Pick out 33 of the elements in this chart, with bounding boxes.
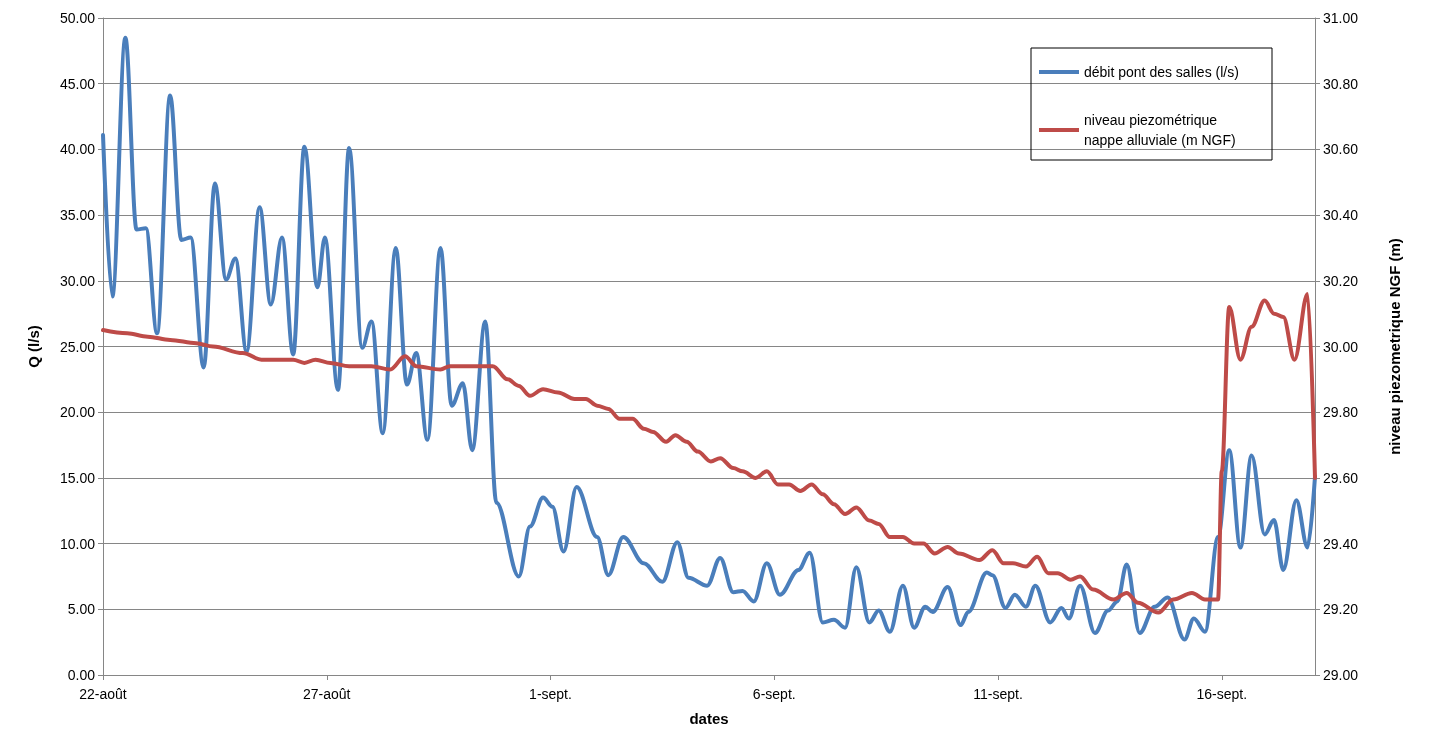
y2-tick-label: 30.80 (1323, 75, 1359, 92)
legend-label: niveau piezométrique nappe alluviale (m NGF) (1084, 112, 1236, 148)
y-axis-title: Q (l/s) (25, 325, 42, 368)
y-tick-label: 50.00 (59, 10, 96, 26)
x-tick-label: 22-août (79, 686, 127, 702)
y-tick-label: 0.00 (67, 667, 96, 683)
y-tick-label: 30.00 (59, 272, 96, 289)
y-tick-label: 35.00 (59, 207, 96, 224)
y2-tick-label: 30.40 (1323, 207, 1359, 224)
y2-tick-label: 31.00 (1323, 10, 1359, 26)
y-tick-label: 10.00 (59, 535, 96, 552)
y2-tick-label: 30.00 (1323, 338, 1359, 355)
legend-label: débit pont des salles (l/s) (1084, 64, 1239, 80)
y-tick-label: 5.00 (67, 601, 96, 618)
x-tick-label: 16-sept. (1196, 686, 1248, 702)
y-tick-label: 20.00 (59, 404, 96, 421)
y-tick-label: 25.00 (59, 338, 96, 355)
x-tick-label: 11-sept. (973, 686, 1023, 702)
x-axis-title: dates (689, 710, 729, 727)
y2-tick-label: 30.60 (1323, 141, 1359, 158)
y2-tick-label: 29.40 (1323, 535, 1359, 552)
y-tick-label: 40.00 (59, 141, 96, 158)
x-tick-label: 6-sept. (752, 686, 796, 702)
y-tick-label: 15.00 (59, 469, 96, 486)
y2-axis-title: niveau piezometrique NGF (m) (1386, 238, 1403, 455)
y2-tick-label: 29.60 (1323, 469, 1359, 486)
y2-tick-label: 29.00 (1323, 667, 1359, 683)
x-tick-label: 1-sept. (529, 686, 572, 702)
y2-tick-label: 30.20 (1323, 272, 1359, 289)
y2-tick-label: 29.80 (1323, 404, 1359, 421)
y2-tick-label: 29.20 (1323, 601, 1359, 618)
x-tick-label: 27-août (303, 686, 351, 702)
y-tick-label: 45.00 (59, 75, 96, 92)
